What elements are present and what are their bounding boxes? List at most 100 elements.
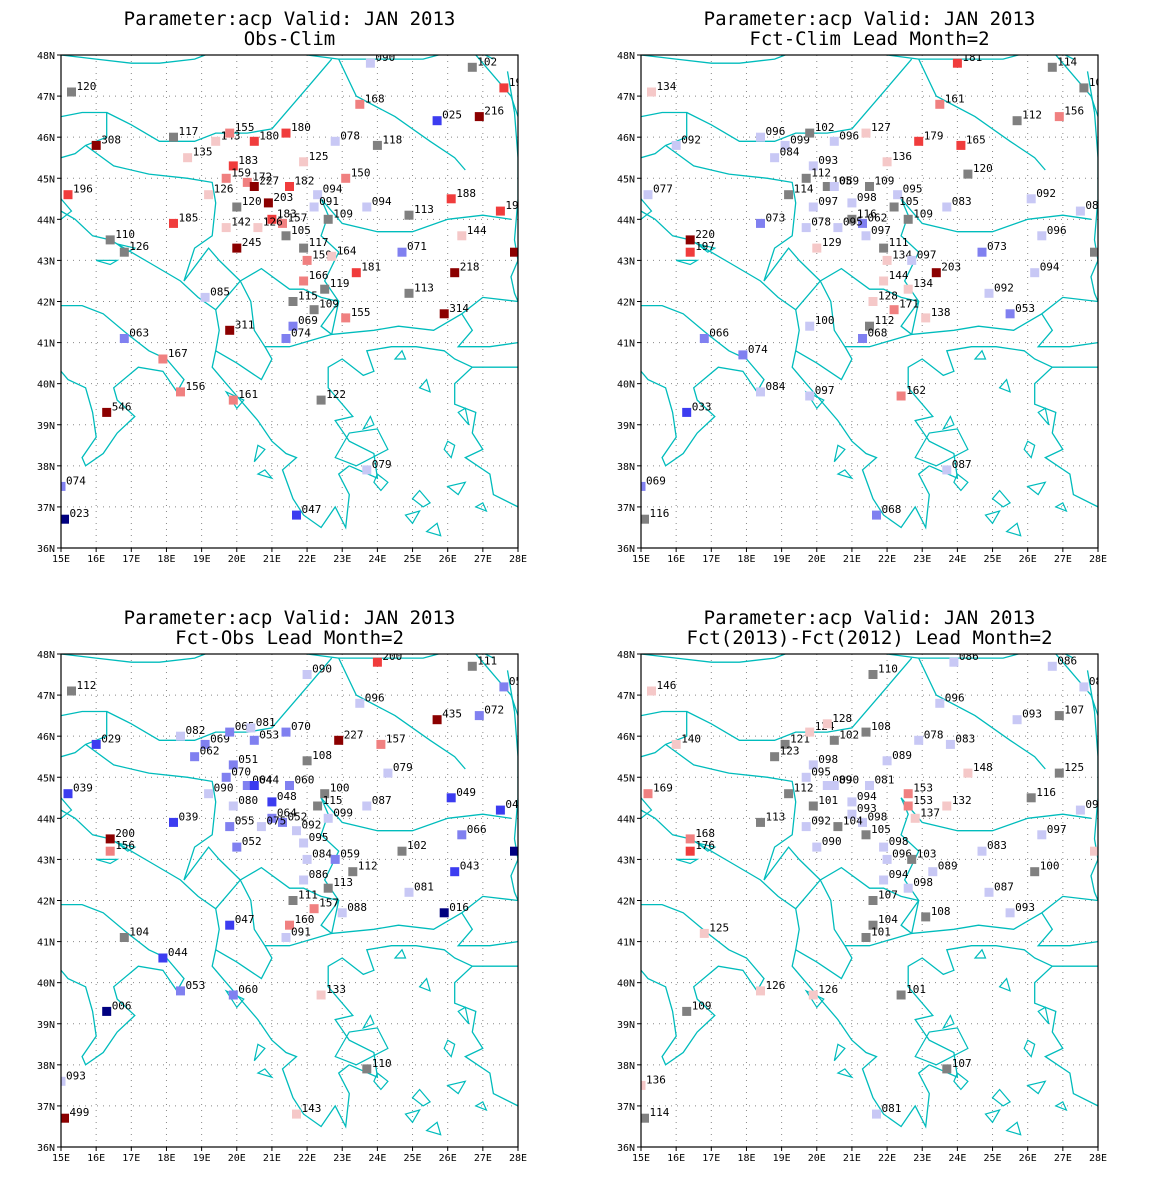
station-value-label: 135 — [193, 146, 213, 159]
station-value-label: 078 — [924, 728, 944, 741]
station-marker — [63, 789, 73, 799]
station-marker — [365, 58, 375, 68]
station-marker — [232, 202, 242, 212]
lat-tick-label: 46N — [617, 133, 635, 144]
station-marker — [865, 182, 874, 191]
station-marker — [330, 854, 340, 864]
island — [96, 259, 120, 266]
island — [696, 842, 717, 852]
coastline — [900, 797, 1092, 832]
station-marker — [267, 214, 277, 224]
station-value-label: 120 — [973, 162, 993, 175]
station-marker — [288, 297, 298, 306]
station-value-label: 132 — [952, 794, 972, 807]
lon-tick-label: 24E — [948, 554, 966, 565]
island — [361, 415, 375, 431]
island — [404, 1109, 421, 1124]
station-value-label: 089 — [938, 860, 958, 873]
station-marker — [467, 661, 477, 671]
station-value-label: 113 — [414, 203, 434, 216]
station-value-label: 165 — [966, 133, 986, 146]
station-marker — [67, 686, 76, 696]
station-value-label: 074 — [291, 327, 311, 340]
station-marker — [882, 157, 892, 167]
station-value-label: 188 — [456, 187, 476, 200]
island — [443, 440, 456, 459]
station-marker — [861, 128, 871, 138]
station-value-label: 100 — [815, 314, 835, 327]
station-value-label: 110 — [878, 663, 898, 676]
station-value-label: 091 — [319, 195, 339, 208]
station-value-label: 105 — [871, 823, 891, 836]
station-marker — [267, 797, 277, 807]
lon-tick-label: 26E — [439, 554, 457, 565]
station-value-label: 108 — [312, 749, 332, 762]
lat-tick-label: 37N — [37, 503, 55, 514]
station-value-label: 095 — [309, 831, 329, 844]
station-value-label: 168 — [365, 92, 385, 105]
coastline — [763, 846, 821, 881]
station-marker — [833, 822, 843, 832]
station-value-label: 102 — [815, 121, 835, 134]
station-value-label: 146 — [657, 679, 677, 692]
station-marker — [510, 247, 518, 257]
station-marker — [439, 309, 449, 319]
station-marker — [879, 276, 889, 286]
lon-tick-label: 18E — [157, 554, 175, 565]
lon-tick-label: 26E — [1019, 1153, 1037, 1164]
station-marker — [682, 407, 692, 417]
station-value-label: 110 — [372, 1057, 392, 1070]
island — [1023, 440, 1036, 459]
station-marker — [183, 153, 193, 163]
station-marker — [61, 1113, 69, 1123]
station-marker — [784, 190, 794, 200]
coastline — [1086, 71, 1098, 302]
station-marker — [450, 867, 460, 877]
station-value-label: 181 — [361, 261, 381, 274]
lon-tick-label: 17E — [122, 1153, 140, 1164]
coastline — [665, 743, 797, 881]
lon-tick-label: 18E — [737, 1153, 755, 1164]
station-marker — [61, 481, 66, 491]
station-marker — [1090, 846, 1098, 856]
lat-tick-label: 36N — [37, 1143, 55, 1154]
station-marker — [1037, 231, 1047, 241]
station-marker — [829, 735, 839, 745]
station-marker — [963, 169, 973, 179]
station-marker — [808, 801, 818, 811]
island — [953, 1072, 969, 1091]
lon-tick-label: 19E — [773, 1153, 791, 1164]
station-value-label: 081 — [882, 1102, 902, 1115]
station-marker — [865, 781, 874, 790]
station-marker — [225, 727, 235, 737]
station-value-label: 150 — [351, 166, 371, 179]
lon-tick-label: 16E — [667, 554, 685, 565]
island — [418, 977, 432, 992]
island — [425, 522, 442, 537]
station-marker — [801, 822, 811, 832]
station-marker — [309, 202, 319, 212]
station-value-label: 073 — [766, 211, 786, 224]
island — [836, 1068, 854, 1079]
lon-tick-label: 28E — [1089, 554, 1107, 565]
lon-tick-label: 23E — [913, 554, 931, 565]
station-marker — [169, 817, 178, 827]
station-value-label: 103 — [917, 847, 937, 860]
island — [61, 197, 73, 221]
island — [61, 796, 73, 820]
station-marker — [299, 276, 309, 286]
station-marker — [805, 391, 815, 401]
station-marker — [822, 182, 832, 191]
station-value-label: 105 — [291, 224, 311, 237]
coastline — [456, 912, 518, 947]
station-value-label: 499 — [70, 1106, 90, 1119]
station-value-label: 107 — [878, 889, 898, 902]
station-value-label: 128 — [832, 712, 852, 725]
panel-title: Parameter:acp Valid: JAN 2013 — [704, 8, 1036, 30]
station-marker — [285, 781, 294, 790]
island — [256, 1068, 274, 1079]
station-value-label: 016 — [449, 901, 469, 914]
coastline — [327, 945, 473, 1079]
